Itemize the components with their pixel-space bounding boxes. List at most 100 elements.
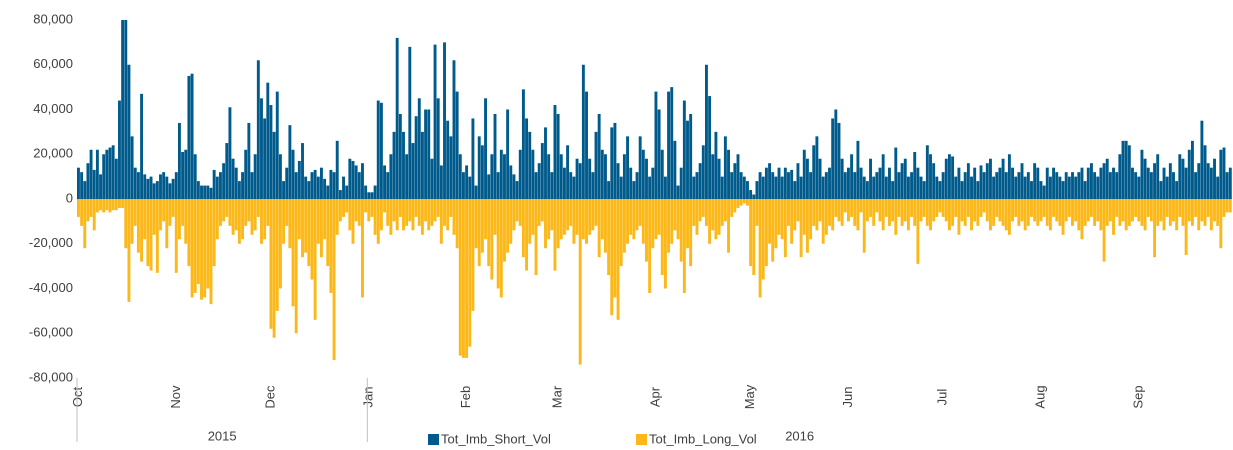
bar [992,199,996,226]
y-tick-label: 40,000 [33,101,73,116]
bar [544,127,547,199]
bar [572,199,576,244]
bar [730,172,734,199]
bar [534,172,538,199]
bar [686,199,689,249]
bar [723,136,727,199]
bar [256,60,260,200]
bar [102,199,106,213]
bar [436,98,440,199]
bar [698,163,702,199]
bar [1001,199,1005,226]
bar [187,199,191,267]
bar [152,183,156,199]
bar [484,199,487,240]
bar [433,199,437,222]
bar [458,199,462,356]
bar [559,199,563,240]
bar [966,163,970,199]
bar [361,199,364,298]
bar [1099,199,1103,231]
bar [777,167,781,199]
bar [250,172,254,199]
x-tick-label: Feb [458,386,473,408]
bar [389,154,393,199]
bar [152,199,156,235]
bar [146,178,150,199]
bar [1149,172,1153,199]
bar [234,199,238,231]
bar [228,199,232,226]
bar [878,167,882,199]
bar [1045,199,1049,226]
bar [269,105,273,199]
bar [383,199,387,213]
bar [487,174,491,199]
bar [578,163,582,199]
bar [99,199,102,211]
bar [531,149,535,199]
bar [856,199,860,231]
bar [253,199,257,231]
bar [1206,199,1210,217]
bar [925,145,929,199]
bar [840,158,844,199]
bar [1026,199,1030,226]
bar [200,199,203,300]
bar [600,199,604,240]
bar [77,199,80,217]
bar [1083,181,1087,199]
bar [1162,199,1166,231]
bar [471,118,475,199]
bar [443,42,446,199]
bar [859,167,863,199]
bar [209,187,213,199]
bar [357,199,361,226]
bar [512,199,516,231]
x-tick-label: Apr [648,386,663,407]
bar [1216,199,1220,226]
bar [1175,199,1179,231]
bar [979,199,983,217]
bar [310,199,314,280]
bar [840,199,844,226]
bar [1011,167,1015,199]
bar [398,199,402,217]
bar [894,147,898,199]
bar [566,145,570,199]
bar [136,172,140,199]
bar [1222,199,1226,217]
bar [294,172,298,199]
bar [727,199,730,253]
bar [752,194,756,199]
bar [417,199,421,226]
bar [938,181,942,199]
bar [379,199,383,231]
bar [370,199,374,217]
bar [143,174,147,199]
bar [1206,163,1210,199]
bar [1137,176,1141,199]
bar [1071,199,1074,226]
bar [171,199,175,217]
bar [878,199,882,222]
bar [865,199,869,222]
bar [1071,172,1074,199]
bar [976,181,980,199]
bar [411,199,415,231]
bar [736,199,740,208]
bar [209,199,213,305]
bar [591,172,595,199]
bar [118,199,121,208]
bar [916,199,920,264]
y-tick-label: -60,000 [29,325,73,340]
bar [682,100,686,199]
bar [966,199,970,217]
bar [114,158,118,199]
bar [979,165,983,199]
bar [764,167,768,199]
bar [162,199,166,222]
bar [193,154,197,199]
bar [947,154,951,199]
bar [335,140,339,199]
